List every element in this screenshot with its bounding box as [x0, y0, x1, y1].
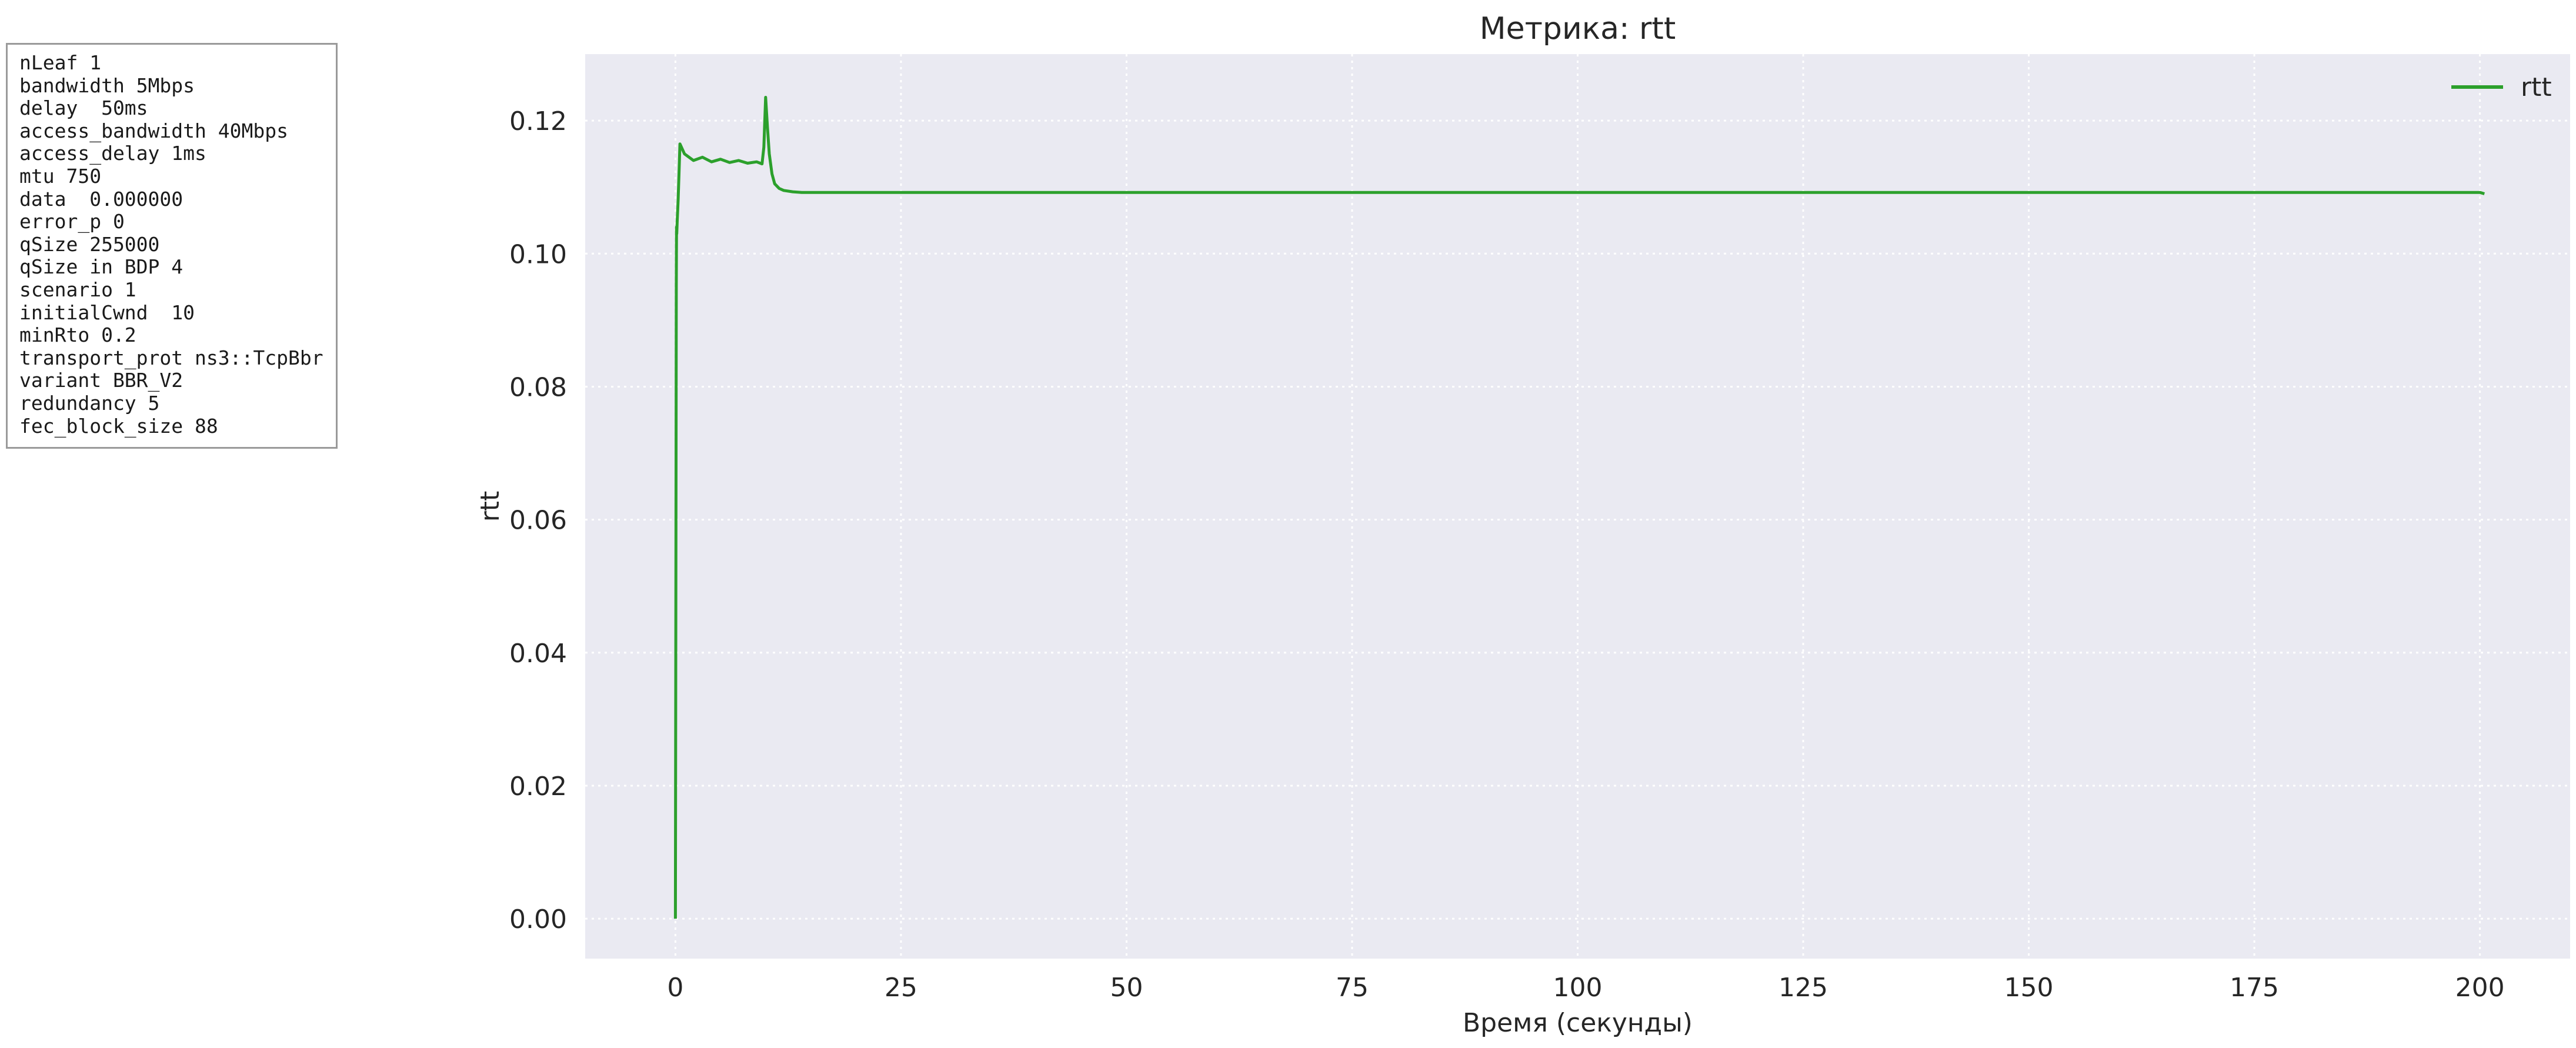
plot-area: [585, 54, 2570, 959]
y-axis-label: rtt: [475, 491, 505, 522]
param-line: delay 50ms: [19, 96, 148, 120]
x-tick-label: 0: [667, 973, 683, 1003]
x-tick-label: 175: [2230, 973, 2279, 1003]
y-tick-label: 0.10: [509, 239, 567, 269]
param-line: minRto 0.2: [19, 323, 136, 347]
y-tick-label: 0.00: [509, 905, 567, 934]
y-tick-label: 0.06: [509, 506, 567, 536]
param-line: scenario 1: [19, 278, 136, 301]
param-line: transport_prot ns3::TcpBbr: [19, 346, 323, 369]
y-tick-label: 0.08: [509, 372, 567, 402]
param-line: access_delay 1ms: [19, 142, 206, 165]
x-tick-label: 25: [885, 973, 917, 1003]
param-line: mtu 750: [19, 164, 102, 188]
x-tick-label: 200: [2455, 973, 2505, 1003]
legend-entry: rtt: [2521, 72, 2552, 102]
param-line: qSize in BDP 4: [19, 255, 183, 279]
y-tick-label: 0.12: [509, 106, 567, 136]
series-line-rtt: [673, 96, 2485, 919]
x-tick-label: 100: [1553, 973, 1603, 1003]
param-line: error_p 0: [19, 210, 125, 233]
param-line: data 0.000000: [19, 187, 183, 211]
y-tick-label: 0.04: [509, 639, 567, 669]
parameters-box: nLeaf 1 bandwidth 5Mbps delay 50ms access_b…: [6, 43, 338, 449]
param-line: fec_block_size 88: [19, 414, 218, 438]
param-line: access_bandwidth 40Mbps: [19, 119, 288, 142]
x-tick-label: 75: [1336, 973, 1369, 1003]
x-tick-label: 50: [1110, 973, 1143, 1003]
x-axis-label: Время (секунды): [1463, 1008, 1693, 1038]
x-tick-label: 150: [2004, 973, 2054, 1003]
param-line: nLeaf 1: [19, 51, 102, 74]
param-line: variant BBR_V2: [19, 369, 183, 392]
x-tick-label: 125: [1778, 973, 1828, 1003]
param-line: initialCwnd 10: [19, 301, 195, 324]
param-line: bandwidth 5Mbps: [19, 74, 195, 97]
param-line: redundancy 5: [19, 391, 160, 415]
y-tick-label: 0.02: [509, 772, 567, 802]
chart-title: Метрика: rtt: [1480, 11, 1676, 46]
param-line: qSize 255000: [19, 232, 160, 256]
